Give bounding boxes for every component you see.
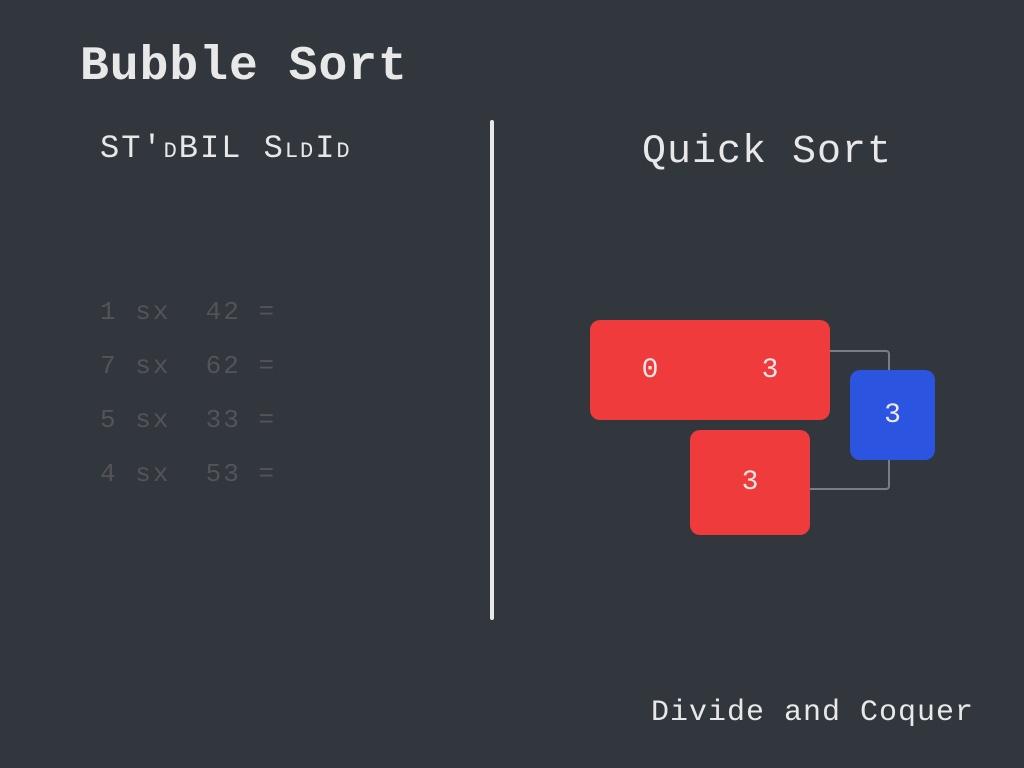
code-cell: sx [135,297,170,327]
sort-block: 3 [690,430,810,535]
code-rows: 1 sx 42 = 7 sx 62 = 5 sx 33 = 4 sx 53 = [100,297,490,489]
code-cell: 7 [100,351,118,381]
code-cell: = [258,351,276,381]
block-label: 3 [762,355,779,386]
sort-block: 3 [710,320,830,420]
code-cell: sx [135,351,170,381]
code-cell: = [258,297,276,327]
code-cell: 1 [100,297,118,327]
page-title: Bubble Sort [80,40,408,94]
vertical-divider [490,120,494,620]
sort-block: 0 [590,320,710,420]
code-cell: = [258,459,276,489]
code-row: 4 sx 53 = [100,459,490,489]
right-title: Quick Sort [510,130,1024,175]
code-cell: = [258,405,276,435]
code-cell: 42 [206,297,241,327]
left-subtitle: ST'dBIL SldId [100,130,490,167]
right-caption: Divide and Coquer [651,696,974,730]
blocks-container: 0 3 3 3 [570,320,970,580]
code-cell: 5 [100,405,118,435]
code-cell: 33 [206,405,241,435]
code-cell: 53 [206,459,241,489]
code-cell: sx [135,405,170,435]
code-cell: 62 [206,351,241,381]
code-cell: 4 [100,459,118,489]
block-label: 0 [642,355,659,386]
sort-block: 3 [850,370,935,460]
code-cell: sx [135,459,170,489]
block-label: 3 [884,400,901,431]
block-label: 3 [742,467,759,498]
right-panel: Quick Sort 0 3 3 3 Divide and Coquer [510,120,1024,740]
code-row: 1 sx 42 = [100,297,490,327]
left-panel: ST'dBIL SldId 1 sx 42 = 7 sx 62 = 5 sx 3… [0,120,490,670]
code-row: 5 sx 33 = [100,405,490,435]
code-row: 7 sx 62 = [100,351,490,381]
